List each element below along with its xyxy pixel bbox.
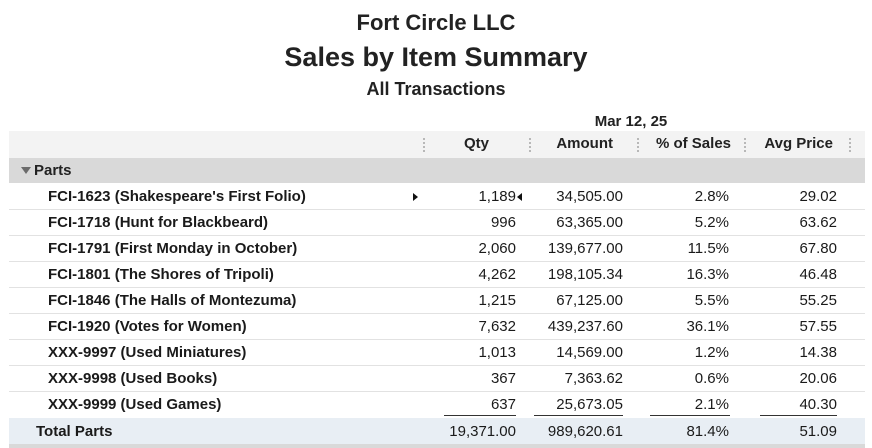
subtotal-underline-avg xyxy=(760,415,837,416)
item-name: FCI-1718 (Hunt for Blackbeard) xyxy=(48,214,269,231)
pct-cell: 36.1% xyxy=(686,318,729,335)
column-header-qty[interactable]: Qty xyxy=(463,135,489,152)
avg-price-cell: 40.30 xyxy=(799,396,837,413)
table-row[interactable]: XXX-9999 (Used Games) 637 25,673.05 2.1%… xyxy=(9,391,865,417)
pct-cell: 1.2% xyxy=(694,344,729,361)
amount-cell[interactable]: 198,105.34 xyxy=(547,266,623,283)
total-avg-price: 51.09 xyxy=(799,423,837,440)
section-header-parts[interactable]: Parts xyxy=(9,158,865,183)
item-name: FCI-1801 (The Shores of Tripoli) xyxy=(48,266,274,283)
avg-price-cell: 57.55 xyxy=(799,318,837,335)
item-name: FCI-1791 (First Monday in October) xyxy=(48,240,298,257)
section-label: Parts xyxy=(34,162,72,179)
pct-cell: 5.5% xyxy=(694,292,729,309)
amount-cell[interactable]: 34,505.00 xyxy=(556,188,623,205)
column-resize-handle[interactable] xyxy=(744,138,748,152)
subtotal-underline-pct xyxy=(650,415,730,416)
row-pointer-left-icon xyxy=(517,193,522,201)
qty-cell[interactable]: 1,013 xyxy=(478,344,516,361)
collapse-triangle-icon[interactable] xyxy=(21,167,31,174)
qty-cell[interactable]: 1,189 xyxy=(478,188,516,205)
pct-cell: 11.5% xyxy=(687,240,729,257)
table-row[interactable]: FCI-1623 (Shakespeare's First Folio) 1,1… xyxy=(9,183,865,210)
qty-cell[interactable]: 367 xyxy=(490,370,516,387)
avg-price-cell: 55.25 xyxy=(799,292,837,309)
total-pct: 81.4% xyxy=(686,423,729,440)
table-row[interactable]: FCI-1920 (Votes for Women) 7,632 439,237… xyxy=(9,313,865,340)
total-qty[interactable]: 19,371.00 xyxy=(449,423,516,440)
qty-cell[interactable]: 637 xyxy=(490,396,516,413)
amount-cell[interactable]: 7,363.62 xyxy=(564,370,623,387)
table-row[interactable]: FCI-1718 (Hunt for Blackbeard) 996 63,36… xyxy=(9,209,865,236)
avg-price-cell: 14.38 xyxy=(799,344,837,361)
pct-cell: 0.6% xyxy=(694,370,729,387)
report-subtitle: All Transactions xyxy=(366,79,506,99)
amount-cell[interactable]: 439,237.60 xyxy=(547,318,623,335)
qty-cell[interactable]: 1,215 xyxy=(478,292,516,309)
item-name: XXX-9999 (Used Games) xyxy=(48,396,222,413)
qty-cell[interactable]: 996 xyxy=(490,214,516,231)
avg-price-cell: 46.48 xyxy=(799,266,837,283)
table-row[interactable]: FCI-1846 (The Halls of Montezuma) 1,215 … xyxy=(9,287,865,314)
avg-price-cell: 20.06 xyxy=(799,370,837,387)
column-header-row: Qty Amount % of Sales Avg Price xyxy=(9,131,865,158)
column-resize-handle[interactable] xyxy=(849,138,853,152)
total-label: Total Parts xyxy=(36,423,113,440)
avg-price-cell: 63.62 xyxy=(799,214,837,231)
column-resize-handle[interactable] xyxy=(637,138,641,152)
table-row[interactable]: XXX-9997 (Used Miniatures) 1,013 14,569.… xyxy=(9,339,865,366)
total-amount[interactable]: 989,620.61 xyxy=(547,423,623,440)
pct-cell: 5.2% xyxy=(694,214,729,231)
amount-cell[interactable]: 25,673.05 xyxy=(556,396,623,413)
item-name: FCI-1846 (The Halls of Montezuma) xyxy=(48,292,297,309)
table-row[interactable]: FCI-1791 (First Monday in October) 2,060… xyxy=(9,235,865,262)
period-header: Mar 12, 25 xyxy=(594,113,668,130)
column-resize-handle[interactable] xyxy=(423,138,427,152)
table-row[interactable]: XXX-9998 (Used Books) 367 7,363.62 0.6% … xyxy=(9,365,865,392)
column-resize-handle[interactable] xyxy=(529,138,533,152)
table-row[interactable]: FCI-1801 (The Shores of Tripoli) 4,262 1… xyxy=(9,261,865,288)
item-name: FCI-1920 (Votes for Women) xyxy=(48,318,247,335)
column-header-amount[interactable]: Amount xyxy=(556,135,613,152)
qty-cell[interactable]: 2,060 xyxy=(478,240,516,257)
total-row[interactable]: Total Parts 19,371.00 989,620.61 81.4% 5… xyxy=(9,418,865,444)
qty-cell[interactable]: 4,262 xyxy=(478,266,516,283)
row-pointer-right-icon xyxy=(413,193,418,201)
qty-cell[interactable]: 7,632 xyxy=(478,318,516,335)
report-title: Sales by Item Summary xyxy=(284,42,588,72)
column-header-avg-price[interactable]: Avg Price xyxy=(764,135,833,152)
amount-cell[interactable]: 139,677.00 xyxy=(547,240,623,257)
avg-price-cell: 67.80 xyxy=(799,240,837,257)
column-header-pct-sales[interactable]: % of Sales xyxy=(655,135,731,152)
pct-cell: 2.1% xyxy=(694,396,729,413)
item-name: XXX-9998 (Used Books) xyxy=(48,370,218,387)
avg-price-cell: 29.02 xyxy=(799,188,837,205)
pct-cell: 2.8% xyxy=(694,188,729,205)
subtotal-underline-amount xyxy=(534,415,623,416)
subtotal-underline-qty xyxy=(444,415,516,416)
amount-cell[interactable]: 63,365.00 xyxy=(556,214,623,231)
company-name: Fort Circle LLC xyxy=(356,10,516,35)
amount-cell[interactable]: 67,125.00 xyxy=(556,292,623,309)
amount-cell[interactable]: 14,569.00 xyxy=(556,344,623,361)
pct-cell: 16.3% xyxy=(686,266,729,283)
item-name: XXX-9997 (Used Miniatures) xyxy=(48,344,247,361)
next-section-strip xyxy=(9,444,865,448)
item-name: FCI-1623 (Shakespeare's First Folio) xyxy=(48,188,306,205)
